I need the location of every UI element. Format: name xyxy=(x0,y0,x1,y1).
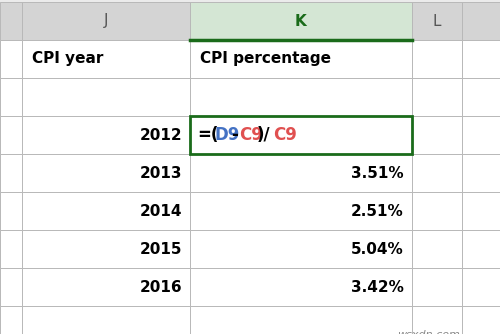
Bar xyxy=(462,192,500,230)
Text: C9: C9 xyxy=(274,126,297,144)
Bar xyxy=(22,192,190,230)
Text: 3.42%: 3.42% xyxy=(351,280,404,295)
Bar xyxy=(412,230,462,268)
Text: 3.51%: 3.51% xyxy=(352,166,404,180)
Text: 2014: 2014 xyxy=(140,203,182,218)
Text: 2013: 2013 xyxy=(140,166,182,180)
Bar xyxy=(22,40,190,78)
Bar xyxy=(462,154,500,192)
Bar xyxy=(190,78,412,116)
Text: D9: D9 xyxy=(214,126,240,144)
Bar xyxy=(462,268,500,306)
Bar xyxy=(412,192,462,230)
Bar xyxy=(0,2,22,40)
Bar xyxy=(190,2,412,40)
Bar xyxy=(462,2,500,40)
Text: 5.04%: 5.04% xyxy=(351,241,404,257)
Bar xyxy=(0,306,22,334)
Bar xyxy=(462,306,500,334)
Bar xyxy=(22,78,190,116)
Text: L: L xyxy=(433,13,442,28)
Text: CPI year: CPI year xyxy=(32,51,104,66)
Bar xyxy=(0,230,22,268)
Text: CPI percentage: CPI percentage xyxy=(200,51,331,66)
Bar xyxy=(412,154,462,192)
Bar xyxy=(22,268,190,306)
Bar xyxy=(462,40,500,78)
Text: 2016: 2016 xyxy=(140,280,182,295)
Bar xyxy=(190,116,412,154)
Bar xyxy=(22,116,190,154)
Bar xyxy=(22,306,190,334)
Text: 2.51%: 2.51% xyxy=(351,203,404,218)
Text: C9: C9 xyxy=(240,126,264,144)
Bar xyxy=(190,154,412,192)
Text: K: K xyxy=(295,13,307,28)
Text: 2012: 2012 xyxy=(140,128,182,143)
Bar xyxy=(0,154,22,192)
Bar xyxy=(190,40,412,78)
Bar xyxy=(190,230,412,268)
Bar xyxy=(412,306,462,334)
Bar xyxy=(412,116,462,154)
Bar xyxy=(22,230,190,268)
Bar xyxy=(0,40,22,78)
Bar xyxy=(190,268,412,306)
Bar xyxy=(22,154,190,192)
Bar xyxy=(462,230,500,268)
Bar xyxy=(412,78,462,116)
Text: =(: =( xyxy=(197,126,218,144)
Bar xyxy=(22,2,190,40)
Text: J: J xyxy=(104,13,108,28)
Bar xyxy=(190,192,412,230)
Bar xyxy=(190,306,412,334)
Bar xyxy=(412,40,462,78)
Bar xyxy=(462,116,500,154)
Bar xyxy=(0,116,22,154)
Bar xyxy=(462,78,500,116)
Bar xyxy=(0,268,22,306)
Bar xyxy=(412,268,462,306)
Text: -: - xyxy=(231,126,238,144)
Text: )/: )/ xyxy=(256,126,270,144)
Text: wsxdn.com: wsxdn.com xyxy=(397,330,460,334)
Bar xyxy=(0,192,22,230)
Bar xyxy=(412,2,462,40)
Text: 2015: 2015 xyxy=(140,241,182,257)
Bar xyxy=(0,78,22,116)
